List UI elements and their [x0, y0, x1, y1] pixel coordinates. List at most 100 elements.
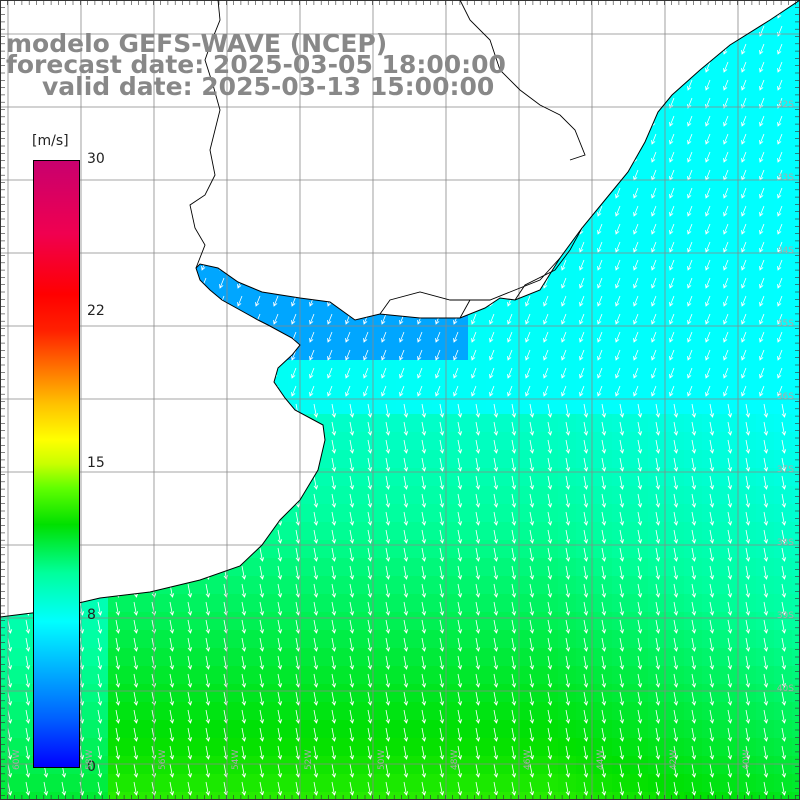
wind-arrow — [295, 601, 301, 616]
wind-arrow — [385, 529, 391, 544]
wind-arrow — [417, 25, 423, 37]
wind-arrow — [709, 601, 715, 616]
wind-arrow — [43, 781, 49, 796]
wind-arrow — [673, 421, 679, 436]
wind-arrow — [295, 565, 301, 580]
wind-arrow — [205, 457, 211, 472]
wind-arrow — [547, 421, 553, 436]
wind-arrow — [3, 277, 9, 289]
wind-arrow — [417, 187, 423, 199]
wind-arrow — [403, 475, 409, 490]
wind-arrow — [3, 115, 9, 127]
wind-arrow — [133, 673, 139, 688]
wind-arrow — [219, 313, 225, 325]
wind-arrow — [25, 583, 31, 598]
wind-arrow — [759, 43, 765, 55]
wind-arrow — [97, 511, 103, 526]
wind-arrow — [183, 331, 189, 343]
wind-arrow — [381, 151, 387, 163]
wind-arrow — [471, 331, 477, 343]
wind-arrow — [367, 763, 373, 778]
wind-arrow — [331, 529, 337, 544]
wind-arrow — [241, 565, 247, 580]
wind-arrow — [673, 727, 679, 742]
wind-arrow — [687, 367, 693, 379]
wind-arrow — [651, 385, 657, 397]
wind-arrow — [115, 745, 121, 760]
wind-arrow — [547, 511, 553, 526]
wind-arrow — [421, 637, 427, 652]
wind-arrow — [7, 691, 13, 706]
wind-arrow — [781, 601, 787, 616]
wind-arrow — [241, 763, 247, 778]
wind-arrow — [7, 439, 13, 454]
wind-arrow — [777, 115, 783, 127]
wind-arrow — [453, 205, 459, 217]
wind-arrow — [349, 655, 355, 670]
wind-arrow — [255, 385, 261, 397]
wind-arrow — [201, 7, 207, 19]
wind-arrow — [111, 313, 117, 325]
wind-arrow — [669, 277, 675, 289]
wind-arrow — [385, 763, 391, 778]
wind-arrow — [313, 511, 319, 526]
wind-arrow — [327, 223, 333, 235]
wind-arrow — [241, 655, 247, 670]
wind-arrow — [619, 529, 625, 544]
wind-arrow — [169, 637, 175, 652]
wind-arrow — [21, 169, 27, 181]
wind-arrow — [763, 673, 769, 688]
wind-arrow — [273, 313, 279, 325]
wind-arrow — [115, 547, 121, 562]
wind-arrow — [597, 331, 603, 343]
wind-arrow — [39, 115, 45, 127]
wind-arrow — [781, 691, 787, 706]
wind-arrow — [565, 691, 571, 706]
wind-arrow — [741, 259, 747, 271]
wind-arrow — [273, 277, 279, 289]
wind-arrow — [367, 727, 373, 742]
wind-arrow — [183, 241, 189, 253]
wind-arrow — [345, 277, 351, 289]
wind-arrow — [187, 457, 193, 472]
wind-arrow — [507, 277, 513, 289]
wind-arrow — [579, 313, 585, 325]
wind-arrow — [21, 79, 27, 91]
wind-arrow — [331, 511, 337, 526]
wind-arrow — [493, 619, 499, 634]
wind-arrow — [507, 61, 513, 73]
wind-arrow — [205, 727, 211, 742]
wind-arrow — [709, 403, 715, 418]
wind-arrow — [777, 259, 783, 271]
wind-arrow — [637, 493, 643, 508]
wind-arrow — [687, 349, 693, 361]
wind-arrow — [453, 349, 459, 361]
wind-arrow — [511, 781, 517, 796]
wind-arrow — [669, 313, 675, 325]
wind-arrow — [129, 313, 135, 325]
wind-arrow — [295, 637, 301, 652]
wind-arrow — [169, 493, 175, 508]
wind-arrow — [21, 97, 27, 109]
wind-arrow — [709, 709, 715, 724]
wind-arrow — [655, 673, 661, 688]
wind-arrow — [439, 529, 445, 544]
wind-arrow — [205, 493, 211, 508]
wind-arrow — [241, 475, 247, 490]
wind-arrow — [745, 403, 751, 418]
wind-arrow — [637, 403, 643, 418]
wind-arrow — [759, 187, 765, 199]
wind-arrow — [403, 709, 409, 724]
wind-arrow — [165, 169, 171, 181]
wind-arrow — [565, 745, 571, 760]
wind-arrow — [705, 241, 711, 253]
wind-arrow — [489, 187, 495, 199]
wind-arrow — [309, 349, 315, 361]
wind-arrow — [97, 745, 103, 760]
wind-arrow — [205, 601, 211, 616]
wind-arrow — [529, 493, 535, 508]
wind-arrow — [597, 277, 603, 289]
wind-arrow — [255, 367, 261, 379]
wind-arrow — [259, 601, 265, 616]
wind-arrow — [97, 709, 103, 724]
